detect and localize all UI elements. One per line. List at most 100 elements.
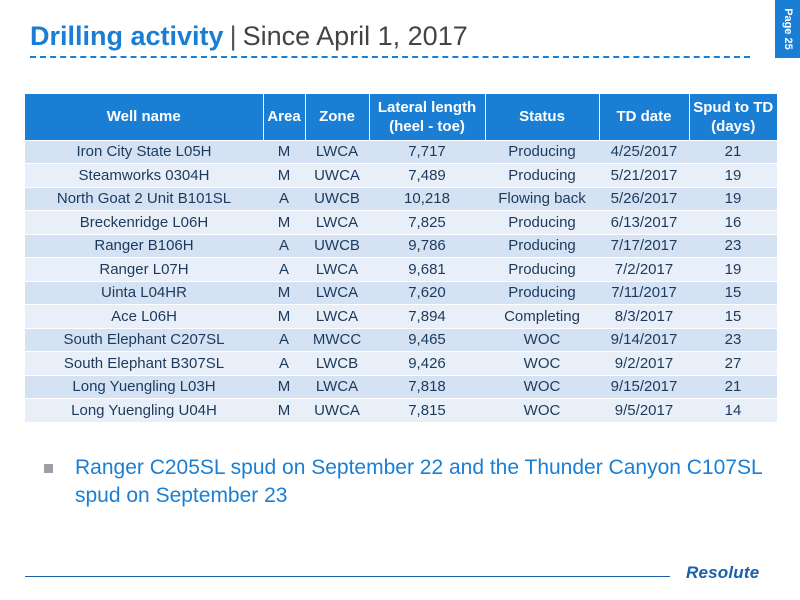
- table-row: Long Yuengling L03H M LWCA 7,818 WOC 9/15/201…: [25, 374, 777, 399]
- zone-cell: LWCB: [305, 351, 369, 375]
- well-name-cell: Breckenridge L06H: [25, 210, 263, 234]
- area-cell: M: [263, 139, 305, 164]
- lateral-length-cell: 10,218: [369, 186, 485, 211]
- lateral-length-cell: 7,489: [369, 163, 485, 187]
- area-cell: M: [263, 210, 305, 234]
- status-cell: Completing: [485, 304, 599, 328]
- table-row: Ranger B106H A UWCB 9,786 Producing 7/17/2017…: [25, 233, 777, 258]
- spud-to-td-cell: 21: [689, 139, 777, 164]
- column-header-well-name: Well name: [25, 94, 264, 140]
- column-header-td-date: TD date: [599, 94, 690, 140]
- area-cell: M: [263, 280, 305, 305]
- area-cell: A: [263, 186, 305, 211]
- spud-to-td-cell: 23: [689, 327, 777, 352]
- spud-to-td-cell: 27: [689, 351, 777, 375]
- zone-cell: LWCA: [305, 139, 369, 164]
- lateral-length-cell: 7,818: [369, 374, 485, 399]
- lateral-length-cell: 7,620: [369, 280, 485, 305]
- spud-to-td-cell: 19: [689, 257, 777, 281]
- column-header-lateral-length: Lateral length (heel - toe): [369, 94, 486, 140]
- zone-cell: LWCA: [305, 280, 369, 305]
- spud-to-td-cell: 19: [689, 186, 777, 211]
- well-name-cell: North Goat 2 Unit B101SL: [25, 186, 263, 211]
- area-cell: M: [263, 398, 305, 422]
- table-row: South Elephant B307SL A LWCB 9,426 WOC 9/2/20…: [25, 351, 777, 375]
- lateral-length-cell: 7,717: [369, 139, 485, 164]
- zone-cell: UWCB: [305, 186, 369, 211]
- company-logo: Resolute: [686, 563, 760, 582]
- area-cell: A: [263, 233, 305, 258]
- td-date-cell: 9/5/2017: [599, 398, 689, 422]
- status-cell: Producing: [485, 257, 599, 281]
- table-row: Uinta L04HR M LWCA 7,620 Producing 7/11/2017 1…: [25, 280, 777, 305]
- lateral-length-cell: 9,465: [369, 327, 485, 352]
- lateral-length-cell: 7,815: [369, 398, 485, 422]
- well-name-cell: Ranger L07H: [25, 257, 263, 281]
- well-name-cell: Steamworks 0304H: [25, 163, 263, 187]
- zone-cell: LWCA: [305, 210, 369, 234]
- area-cell: M: [263, 304, 305, 328]
- zone-cell: LWCA: [305, 304, 369, 328]
- zone-cell: UWCA: [305, 398, 369, 422]
- spud-to-td-cell: 19: [689, 163, 777, 187]
- well-name-cell: Long Yuengling L03H: [25, 374, 263, 399]
- zone-cell: UWCA: [305, 163, 369, 187]
- lateral-length-cell: 7,825: [369, 210, 485, 234]
- status-cell: Flowing back: [485, 186, 599, 211]
- well-name-cell: Ranger B106H: [25, 233, 263, 258]
- spud-to-td-cell: 14: [689, 398, 777, 422]
- well-name-cell: Long Yuengling U04H: [25, 398, 263, 422]
- spud-to-td-cell: 15: [689, 280, 777, 305]
- well-name-cell: South Elephant C207SL: [25, 327, 263, 352]
- spud-to-td-cell: 23: [689, 233, 777, 258]
- footer-divider: [25, 576, 670, 577]
- lateral-length-cell: 7,894: [369, 304, 485, 328]
- lateral-length-cell: 9,681: [369, 257, 485, 281]
- area-cell: M: [263, 163, 305, 187]
- table-body: Iron City State L05H M LWCA 7,717 Producing 4…: [25, 139, 777, 422]
- td-date-cell: 6/13/2017: [599, 210, 689, 234]
- table-row: Iron City State L05H M LWCA 7,717 Producing 4…: [25, 139, 777, 164]
- well-name-cell: Ace L06H: [25, 304, 263, 328]
- table-header-row: Well name Area Zone Lateral length (heel…: [25, 94, 777, 140]
- area-cell: A: [263, 257, 305, 281]
- status-cell: WOC: [485, 351, 599, 375]
- spud-to-td-cell: 16: [689, 210, 777, 234]
- page-number-tab: Page 25: [775, 0, 800, 58]
- td-date-cell: 9/2/2017: [599, 351, 689, 375]
- drilling-activity-table: Well name Area Zone Lateral length (heel…: [25, 94, 777, 422]
- table-row: South Elephant C207SL A MWCC 9,465 WOC 9/14/2…: [25, 327, 777, 352]
- title-divider: [30, 56, 750, 58]
- td-date-cell: 7/17/2017: [599, 233, 689, 258]
- td-date-cell: 7/11/2017: [599, 280, 689, 305]
- column-header-spud-to-td: Spud to TD (days): [689, 94, 777, 140]
- zone-cell: LWCA: [305, 257, 369, 281]
- td-date-cell: 5/26/2017: [599, 186, 689, 211]
- zone-cell: MWCC: [305, 327, 369, 352]
- well-name-cell: Iron City State L05H: [25, 139, 263, 164]
- spud-to-td-cell: 15: [689, 304, 777, 328]
- well-name-cell: Uinta L04HR: [25, 280, 263, 305]
- column-header-status: Status: [485, 94, 600, 140]
- bullet-item: Ranger C205SL spud on September 22 and t…: [44, 454, 774, 510]
- spud-to-td-cell: 21: [689, 374, 777, 399]
- status-cell: WOC: [485, 374, 599, 399]
- lateral-length-cell: 9,426: [369, 351, 485, 375]
- table-row: Long Yuengling U04H M UWCA 7,815 WOC 9/5/2017…: [25, 398, 777, 422]
- status-cell: Producing: [485, 163, 599, 187]
- td-date-cell: 8/3/2017: [599, 304, 689, 328]
- table-row: North Goat 2 Unit B101SL A UWCB 10,218 Flowi…: [25, 186, 777, 211]
- well-name-cell: South Elephant B307SL: [25, 351, 263, 375]
- title-subtitle: Since April 1, 2017: [242, 21, 468, 51]
- zone-cell: LWCA: [305, 374, 369, 399]
- td-date-cell: 4/25/2017: [599, 139, 689, 164]
- td-date-cell: 7/2/2017: [599, 257, 689, 281]
- table-row: Steamworks 0304H M UWCA 7,489 Producing 5/21/…: [25, 163, 777, 187]
- status-cell: Producing: [485, 139, 599, 164]
- title-separator: |: [229, 21, 237, 51]
- slide-title: Drilling activity | Since April 1, 2017: [30, 18, 468, 54]
- status-cell: Producing: [485, 210, 599, 234]
- table-row: Ace L06H M LWCA 7,894 Completing 8/3/2017 15: [25, 304, 777, 328]
- status-cell: WOC: [485, 398, 599, 422]
- column-header-zone: Zone: [305, 94, 370, 140]
